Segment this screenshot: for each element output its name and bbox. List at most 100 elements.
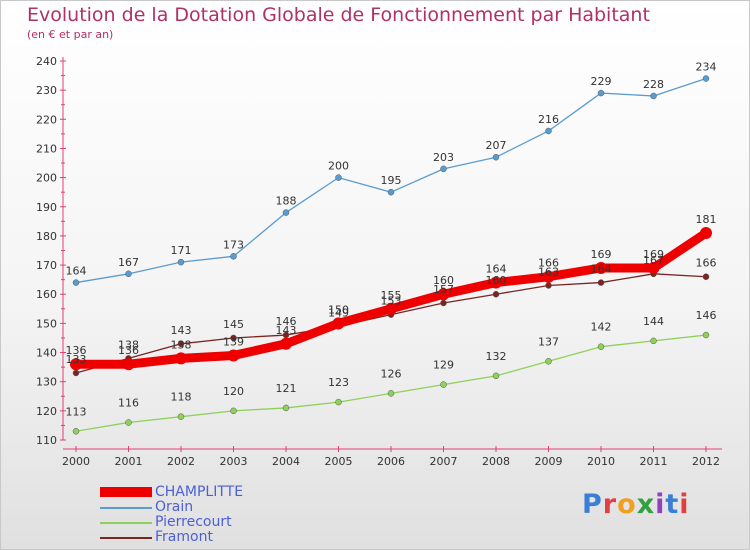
data-point-framont xyxy=(702,273,710,280)
x-tick-label: 2002 xyxy=(167,455,195,468)
data-point-orain xyxy=(492,153,500,161)
y-tick-label: 110 xyxy=(36,434,57,447)
data-label-orain: 173 xyxy=(223,238,244,251)
data-point-champlitte xyxy=(385,302,397,315)
data-label-orain: 195 xyxy=(381,174,402,187)
data-label-pierrecourt: 137 xyxy=(538,335,559,348)
data-label-champlitte: 139 xyxy=(223,335,244,348)
data-label-champlitte: 169 xyxy=(643,248,664,261)
x-tick-label: 2001 xyxy=(115,455,143,468)
proxiti-logo: Proxiti xyxy=(582,489,690,520)
data-label-framont: 157 xyxy=(433,283,454,296)
data-point-framont xyxy=(492,290,500,298)
logo-letter: r xyxy=(602,489,618,520)
logo-letter: t xyxy=(665,489,680,520)
data-point-pierrecourt xyxy=(597,343,605,350)
logo-letter: o xyxy=(617,489,637,520)
data-point-orain xyxy=(440,165,447,173)
data-label-orain: 216 xyxy=(538,113,559,126)
data-point-framont xyxy=(597,279,605,286)
x-tick-label: 2010 xyxy=(587,455,615,468)
data-point-pierrecourt xyxy=(177,413,185,420)
data-point-pierrecourt xyxy=(230,407,237,415)
y-tick-label: 160 xyxy=(36,288,57,301)
data-point-pierrecourt xyxy=(650,337,657,345)
data-point-pierrecourt xyxy=(282,404,290,412)
data-point-orain xyxy=(230,253,237,260)
x-tick-label: 2009 xyxy=(535,455,563,468)
data-label-framont: 167 xyxy=(643,254,664,267)
y-tick-label: 200 xyxy=(36,172,57,185)
data-label-framont: 133 xyxy=(66,353,87,366)
data-label-pierrecourt: 142 xyxy=(591,321,612,334)
x-tick-label: 2008 xyxy=(482,455,510,468)
data-label-framont: 149 xyxy=(328,306,349,319)
legend-swatch-champlitte xyxy=(100,487,152,497)
data-label-orain: 164 xyxy=(66,265,87,278)
x-tick-label: 2006 xyxy=(377,455,405,468)
data-point-champlitte xyxy=(437,288,450,301)
data-label-orain: 228 xyxy=(643,78,664,91)
data-point-champlitte xyxy=(700,227,712,240)
data-point-champlitte xyxy=(490,276,502,289)
x-tick-label: 2012 xyxy=(692,455,720,468)
data-point-champlitte xyxy=(542,270,555,283)
data-point-framont xyxy=(177,340,185,348)
data-point-orain xyxy=(72,279,80,286)
data-label-orain: 188 xyxy=(276,195,297,208)
y-tick-label: 120 xyxy=(36,405,57,418)
data-point-pierrecourt xyxy=(545,358,552,365)
data-label-framont: 160 xyxy=(486,274,507,287)
logo-letter: P xyxy=(582,489,603,520)
data-label-champlitte: 150 xyxy=(328,303,349,316)
data-label-pierrecourt: 146 xyxy=(696,309,717,322)
data-label-framont: 146 xyxy=(276,315,297,328)
data-label-pierrecourt: 121 xyxy=(276,382,297,395)
data-point-champlitte xyxy=(332,317,345,330)
legend-label-framont: Framont xyxy=(155,529,213,545)
legend-swatch-orain xyxy=(100,507,152,509)
data-point-champlitte xyxy=(70,358,82,371)
y-tick-label: 180 xyxy=(36,230,57,243)
x-tick-label: 2003 xyxy=(220,455,248,468)
data-point-pierrecourt xyxy=(72,428,80,435)
data-label-orain: 229 xyxy=(591,75,612,88)
data-label-framont: 143 xyxy=(171,324,192,337)
data-label-orain: 203 xyxy=(433,151,454,164)
data-label-champlitte: 136 xyxy=(118,344,139,357)
data-label-pierrecourt: 118 xyxy=(171,391,192,404)
data-label-champlitte: 138 xyxy=(171,338,192,351)
data-label-framont: 153 xyxy=(381,295,402,308)
data-point-framont xyxy=(230,334,237,342)
y-tick-label: 210 xyxy=(36,142,57,155)
data-label-pierrecourt: 123 xyxy=(328,376,349,389)
data-point-orain xyxy=(177,258,185,266)
y-tick-label: 190 xyxy=(36,201,57,214)
data-label-pierrecourt: 144 xyxy=(643,315,664,328)
data-label-orain: 200 xyxy=(328,160,349,173)
data-label-pierrecourt: 129 xyxy=(433,359,454,372)
data-point-champlitte xyxy=(647,261,660,274)
data-label-framont: 138 xyxy=(118,338,139,351)
data-point-champlitte xyxy=(595,261,607,274)
data-point-orain xyxy=(282,209,290,216)
data-point-pierrecourt xyxy=(125,419,132,426)
logo-letter: i xyxy=(679,489,690,520)
data-label-framont: 164 xyxy=(591,263,612,276)
chart-title: Evolution de la Dotation Globale de Fonc… xyxy=(27,4,650,26)
legend-swatch-pierrecourt xyxy=(100,522,152,524)
data-point-pierrecourt xyxy=(440,381,447,388)
data-label-framont: 166 xyxy=(696,257,717,270)
data-label-champlitte: 169 xyxy=(591,248,612,261)
data-point-orain xyxy=(545,127,552,135)
x-tick-label: 2004 xyxy=(272,455,300,468)
data-point-framont xyxy=(545,282,552,289)
y-tick-label: 230 xyxy=(36,84,57,97)
y-tick-label: 240 xyxy=(36,55,57,68)
y-tick-label: 170 xyxy=(36,259,57,272)
data-label-pierrecourt: 132 xyxy=(486,350,507,363)
data-label-champlitte: 136 xyxy=(66,344,87,357)
data-label-champlitte: 160 xyxy=(433,274,454,287)
data-point-framont xyxy=(72,369,80,377)
y-tick-label: 150 xyxy=(36,317,57,330)
